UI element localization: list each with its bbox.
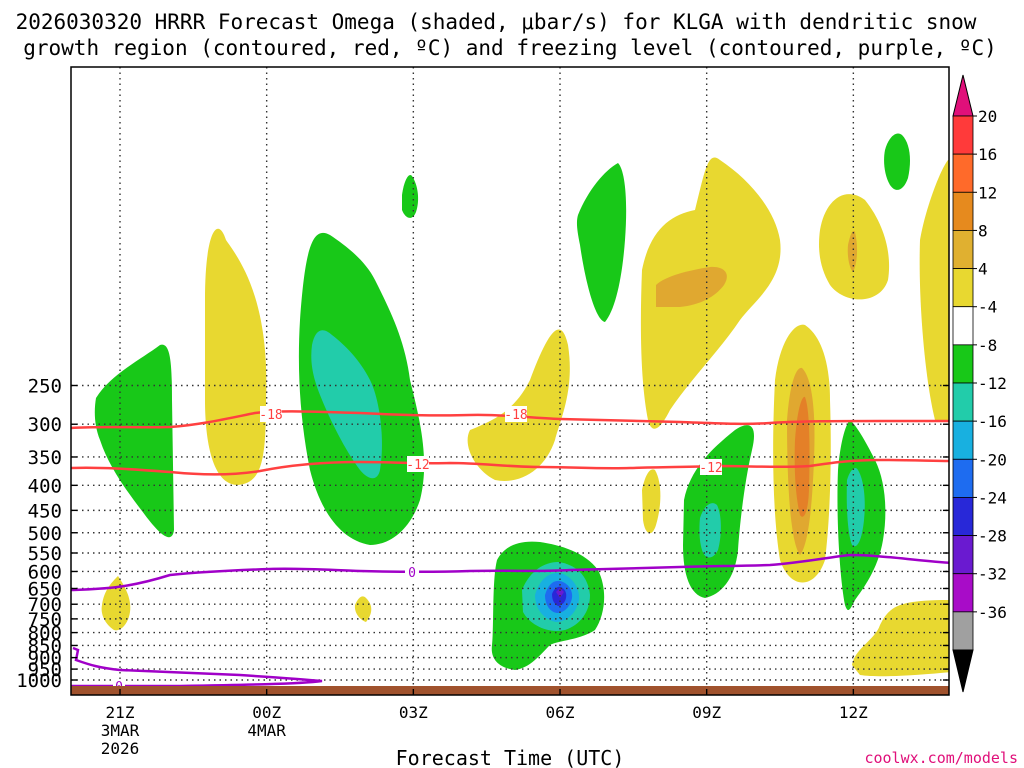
contour-label: -12 bbox=[699, 461, 722, 476]
colorbar-bottom-arrow bbox=[952, 649, 974, 693]
y-tick-label: 1000 bbox=[16, 670, 62, 692]
omega-region bbox=[846, 468, 865, 547]
omega-region bbox=[311, 330, 382, 479]
y-tick-label: 600 bbox=[28, 561, 62, 583]
omega-region bbox=[576, 163, 627, 322]
colorbar-swatch bbox=[952, 306, 974, 346]
grid bbox=[71, 67, 949, 695]
contour-label: -12 bbox=[406, 458, 429, 473]
colorbar-label: 4 bbox=[978, 260, 988, 279]
omega-region bbox=[467, 329, 570, 481]
colorbar-label: -36 bbox=[978, 603, 1007, 622]
x-axis-title: Forecast Time (UTC) bbox=[396, 746, 625, 768]
colorbar-swatch bbox=[952, 420, 974, 460]
x-tick-sublabel: 2026 bbox=[101, 739, 140, 758]
colorbar-swatch bbox=[952, 382, 974, 422]
y-tick-label: 950 bbox=[28, 659, 62, 681]
y-axis: 250 300 350 400 4505005506006507007508008509… bbox=[16, 376, 949, 692]
omega-region bbox=[699, 503, 721, 558]
y-tick-label: 800 bbox=[28, 623, 62, 645]
colorbar-swatch bbox=[952, 344, 974, 384]
colorbar-label: -16 bbox=[978, 412, 1007, 431]
colorbar-top-arrow bbox=[952, 74, 974, 117]
colorbar-swatch bbox=[952, 153, 974, 193]
colorbar-swatch bbox=[952, 230, 974, 269]
omega-region bbox=[556, 588, 564, 598]
colorbar-swatch bbox=[952, 268, 974, 308]
y-tick-label: 300 bbox=[28, 414, 62, 436]
contour-dgz-bottom bbox=[71, 458, 949, 476]
x-tick-label: 21Z bbox=[106, 703, 135, 722]
colorbar-label: 16 bbox=[978, 145, 997, 164]
y-tick-label: 450 bbox=[28, 500, 62, 522]
omega-region bbox=[919, 160, 949, 420]
credit-text: coolwx.com/models bbox=[864, 749, 1018, 767]
x-tick-label: 03Z bbox=[399, 703, 428, 722]
x-tick-sublabel: 3MAR bbox=[101, 721, 140, 740]
omega-region bbox=[642, 469, 661, 534]
y-tick-label: 550 bbox=[28, 543, 62, 565]
y-tick-label: 650 bbox=[28, 578, 62, 600]
y-tick-label: 900 bbox=[28, 648, 62, 670]
omega-region bbox=[402, 174, 419, 218]
colorbar-label: -20 bbox=[978, 450, 1007, 469]
omega-region bbox=[847, 230, 858, 272]
colorbar: 20 16 12 8 4 -4 -8 -12 -16 -20 -24 -28 -32 -36 bbox=[952, 74, 1007, 693]
contour-label: -18 bbox=[504, 408, 527, 423]
ground-bar bbox=[71, 686, 949, 695]
colorbar-swatch bbox=[952, 497, 974, 536]
x-tick-label: 00Z bbox=[252, 703, 281, 722]
contour-label: -18 bbox=[259, 408, 282, 423]
omega-region bbox=[794, 396, 810, 517]
x-tick-label: 12Z bbox=[839, 703, 868, 722]
y-tick-label: 500 bbox=[28, 523, 62, 545]
colorbar-label: -32 bbox=[978, 565, 1007, 584]
colorbar-label: 20 bbox=[978, 107, 997, 126]
title-line-2: growth region (contoured, red, ºC) and f… bbox=[23, 36, 997, 60]
colorbar-label: -8 bbox=[978, 336, 997, 355]
omega-region bbox=[101, 576, 131, 631]
x-tick-sublabel: 4MAR bbox=[247, 721, 286, 740]
omega-region bbox=[884, 133, 910, 190]
plot-frame bbox=[70, 66, 950, 696]
colorbar-swatch bbox=[952, 191, 974, 231]
contour-freezing-level bbox=[71, 553, 949, 592]
contour-label: 0 bbox=[408, 566, 416, 581]
y-tick-label: 750 bbox=[28, 609, 62, 631]
y-tick-label: 250 bbox=[28, 376, 62, 398]
y-tick-label: 400 bbox=[28, 475, 62, 497]
colorbar-swatch bbox=[952, 458, 974, 498]
colorbar-swatch bbox=[952, 535, 974, 575]
x-tick-label: 06Z bbox=[546, 703, 575, 722]
omega-region bbox=[354, 596, 372, 622]
colorbar-label: -4 bbox=[978, 298, 997, 317]
colorbar-label: -28 bbox=[978, 527, 1007, 546]
colorbar-label: -24 bbox=[978, 488, 1007, 507]
title-line-1: 2026030320 HRRR Forecast Omega (shaded, … bbox=[16, 10, 977, 34]
omega-region bbox=[94, 344, 174, 538]
colorbar-label: 12 bbox=[978, 183, 997, 202]
y-tick-label: 850 bbox=[28, 635, 62, 657]
colorbar-swatch bbox=[952, 573, 974, 613]
x-tick-label: 09Z bbox=[692, 703, 721, 722]
y-tick-label: 700 bbox=[28, 594, 62, 616]
colorbar-swatch bbox=[952, 115, 974, 155]
colorbar-label: 8 bbox=[978, 221, 988, 240]
y-tick-label: 350 bbox=[28, 447, 62, 469]
colorbar-swatch bbox=[952, 611, 974, 651]
omega-region bbox=[656, 266, 727, 307]
colorbar-label: -12 bbox=[978, 374, 1007, 393]
